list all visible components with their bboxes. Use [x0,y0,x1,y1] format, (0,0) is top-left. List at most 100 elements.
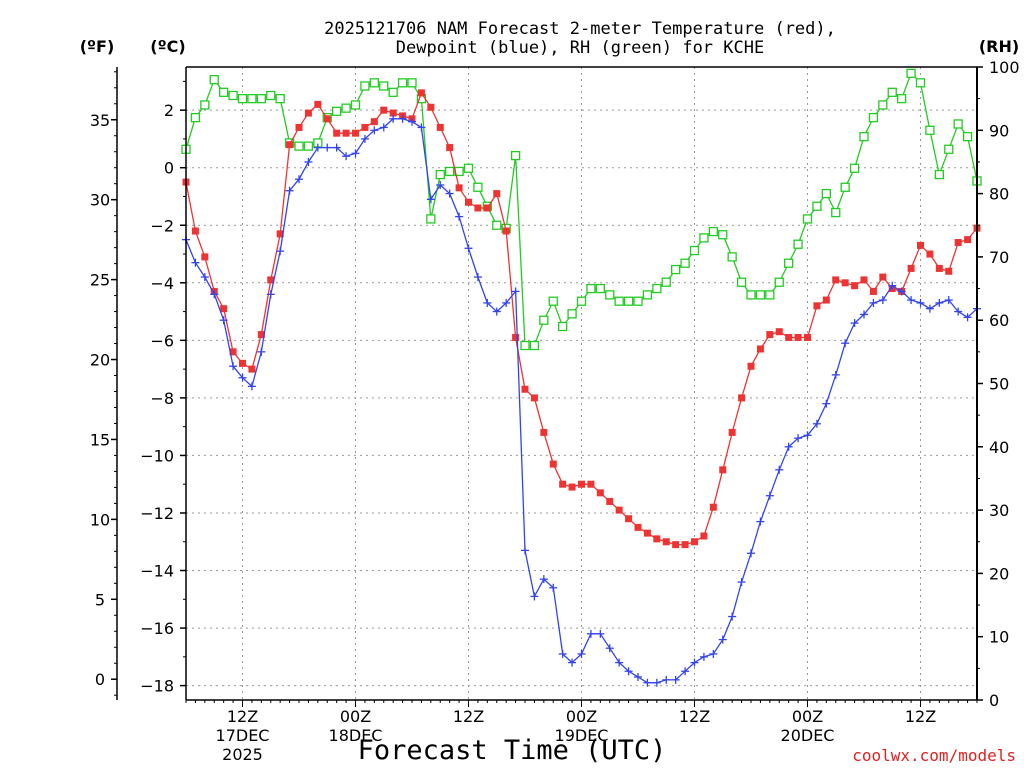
rh-point [445,166,455,177]
rh-point [793,239,803,249]
dewpoint-point [219,316,228,325]
temp-point [691,538,698,546]
temp-point [276,230,284,238]
rh-point [548,296,558,306]
f-tick-label-2: 25 [90,271,110,290]
temp-point [907,264,915,272]
rh-point [680,258,690,268]
temp-point [380,106,388,114]
dewpoint-point [916,298,925,307]
f-tick-label-6: 5 [95,590,105,609]
c-tick-label-6: −10 [140,446,174,465]
rh-tick-label-0: 100 [989,58,1020,77]
x-tick-label-2: 12Z [453,707,484,726]
dewpoint-point [878,296,887,305]
dewpoint-point [360,134,369,143]
rh-point [369,78,379,88]
dewpoint-point [737,578,746,587]
dewpoint-point [247,382,256,391]
f-tick-label-1: 30 [90,191,110,210]
temp-point [578,480,585,488]
x-tick-year-0: 2025 [222,745,263,764]
f-tick-label-7: 0 [95,670,105,689]
f-tick-label-3: 20 [90,351,110,370]
temp-point [804,333,811,341]
temp-point [615,506,623,514]
f-tick-label-4: 15 [90,430,110,449]
temp-point [747,362,755,370]
temp-point [851,282,859,290]
x-tick-label-0: 12Z [227,707,258,726]
temp-point [719,466,727,474]
temp-point [323,115,331,123]
rh-point [397,78,408,88]
rh-point [736,277,747,287]
rh-point [529,340,540,351]
temp-point [634,523,642,531]
temp-point [775,328,783,336]
rh-point [652,283,662,294]
rh-tick-label-8: 20 [989,564,1009,583]
temp-point [465,198,472,206]
dewpoint-point [803,431,812,440]
dewpoint-point [690,658,699,667]
c-tick-label-7: −12 [140,504,174,523]
rh-tick-label-1: 90 [989,121,1009,140]
dewpoint-point [511,287,520,296]
rh-point [256,94,266,104]
rh-point [463,163,474,173]
dewpoint-point [492,307,501,316]
unit-c-label: (ºC) [150,37,185,56]
rh-point [294,141,304,151]
dewpoint-point [765,491,774,500]
temp-point [512,333,520,341]
dewpoint-point [502,298,511,307]
rh-point [774,277,784,287]
rh-point [209,75,219,85]
temp-point [822,296,830,304]
dewpoint-point [304,157,313,166]
c-tick-label-3: −4 [150,274,174,293]
dewpoint-point [200,273,209,282]
temp-point [709,503,717,511]
rh-point [586,283,596,294]
dewpoint-point [370,126,379,135]
dewpoint-point [756,517,765,526]
rh-point [360,81,370,91]
series-layer [181,68,982,687]
fahrenheit-axis: 35 30 25 20 15 10 5 0 [90,67,118,700]
temp-point [869,287,877,295]
x-axis-label: Forecast Time (UTC) [358,735,667,766]
dewpoint-point [718,635,727,644]
temp-point [860,276,868,284]
rh-tick-label-4: 60 [989,311,1009,330]
temp-point [625,515,633,523]
temp-point [417,89,425,97]
temp-point [568,483,576,491]
rh-point [623,296,634,306]
rh-point [915,78,926,88]
rh-point [614,296,624,306]
rh-point [746,290,756,300]
rh-point [849,163,860,173]
rh-point [944,144,954,154]
dewpoint-point [652,678,661,687]
rh-point [379,81,389,91]
rh-point [303,141,314,151]
dewpoint-point [812,419,821,428]
temp-point [606,497,614,505]
watermark: coolwx.com/models [852,746,1016,765]
temp-point [352,129,359,137]
dewpoint-point [266,290,275,299]
c-tick-label-4: −6 [150,331,174,350]
dewpoint-point [323,143,332,152]
temp-point [596,489,604,497]
temp-point [427,103,435,111]
dewpoint-point [436,180,445,189]
temp-point [935,264,943,272]
rh-point [237,94,248,104]
dewpoint-point [351,149,360,158]
rh-point [492,220,502,230]
rh-point [755,290,766,300]
temp-point [785,333,793,341]
